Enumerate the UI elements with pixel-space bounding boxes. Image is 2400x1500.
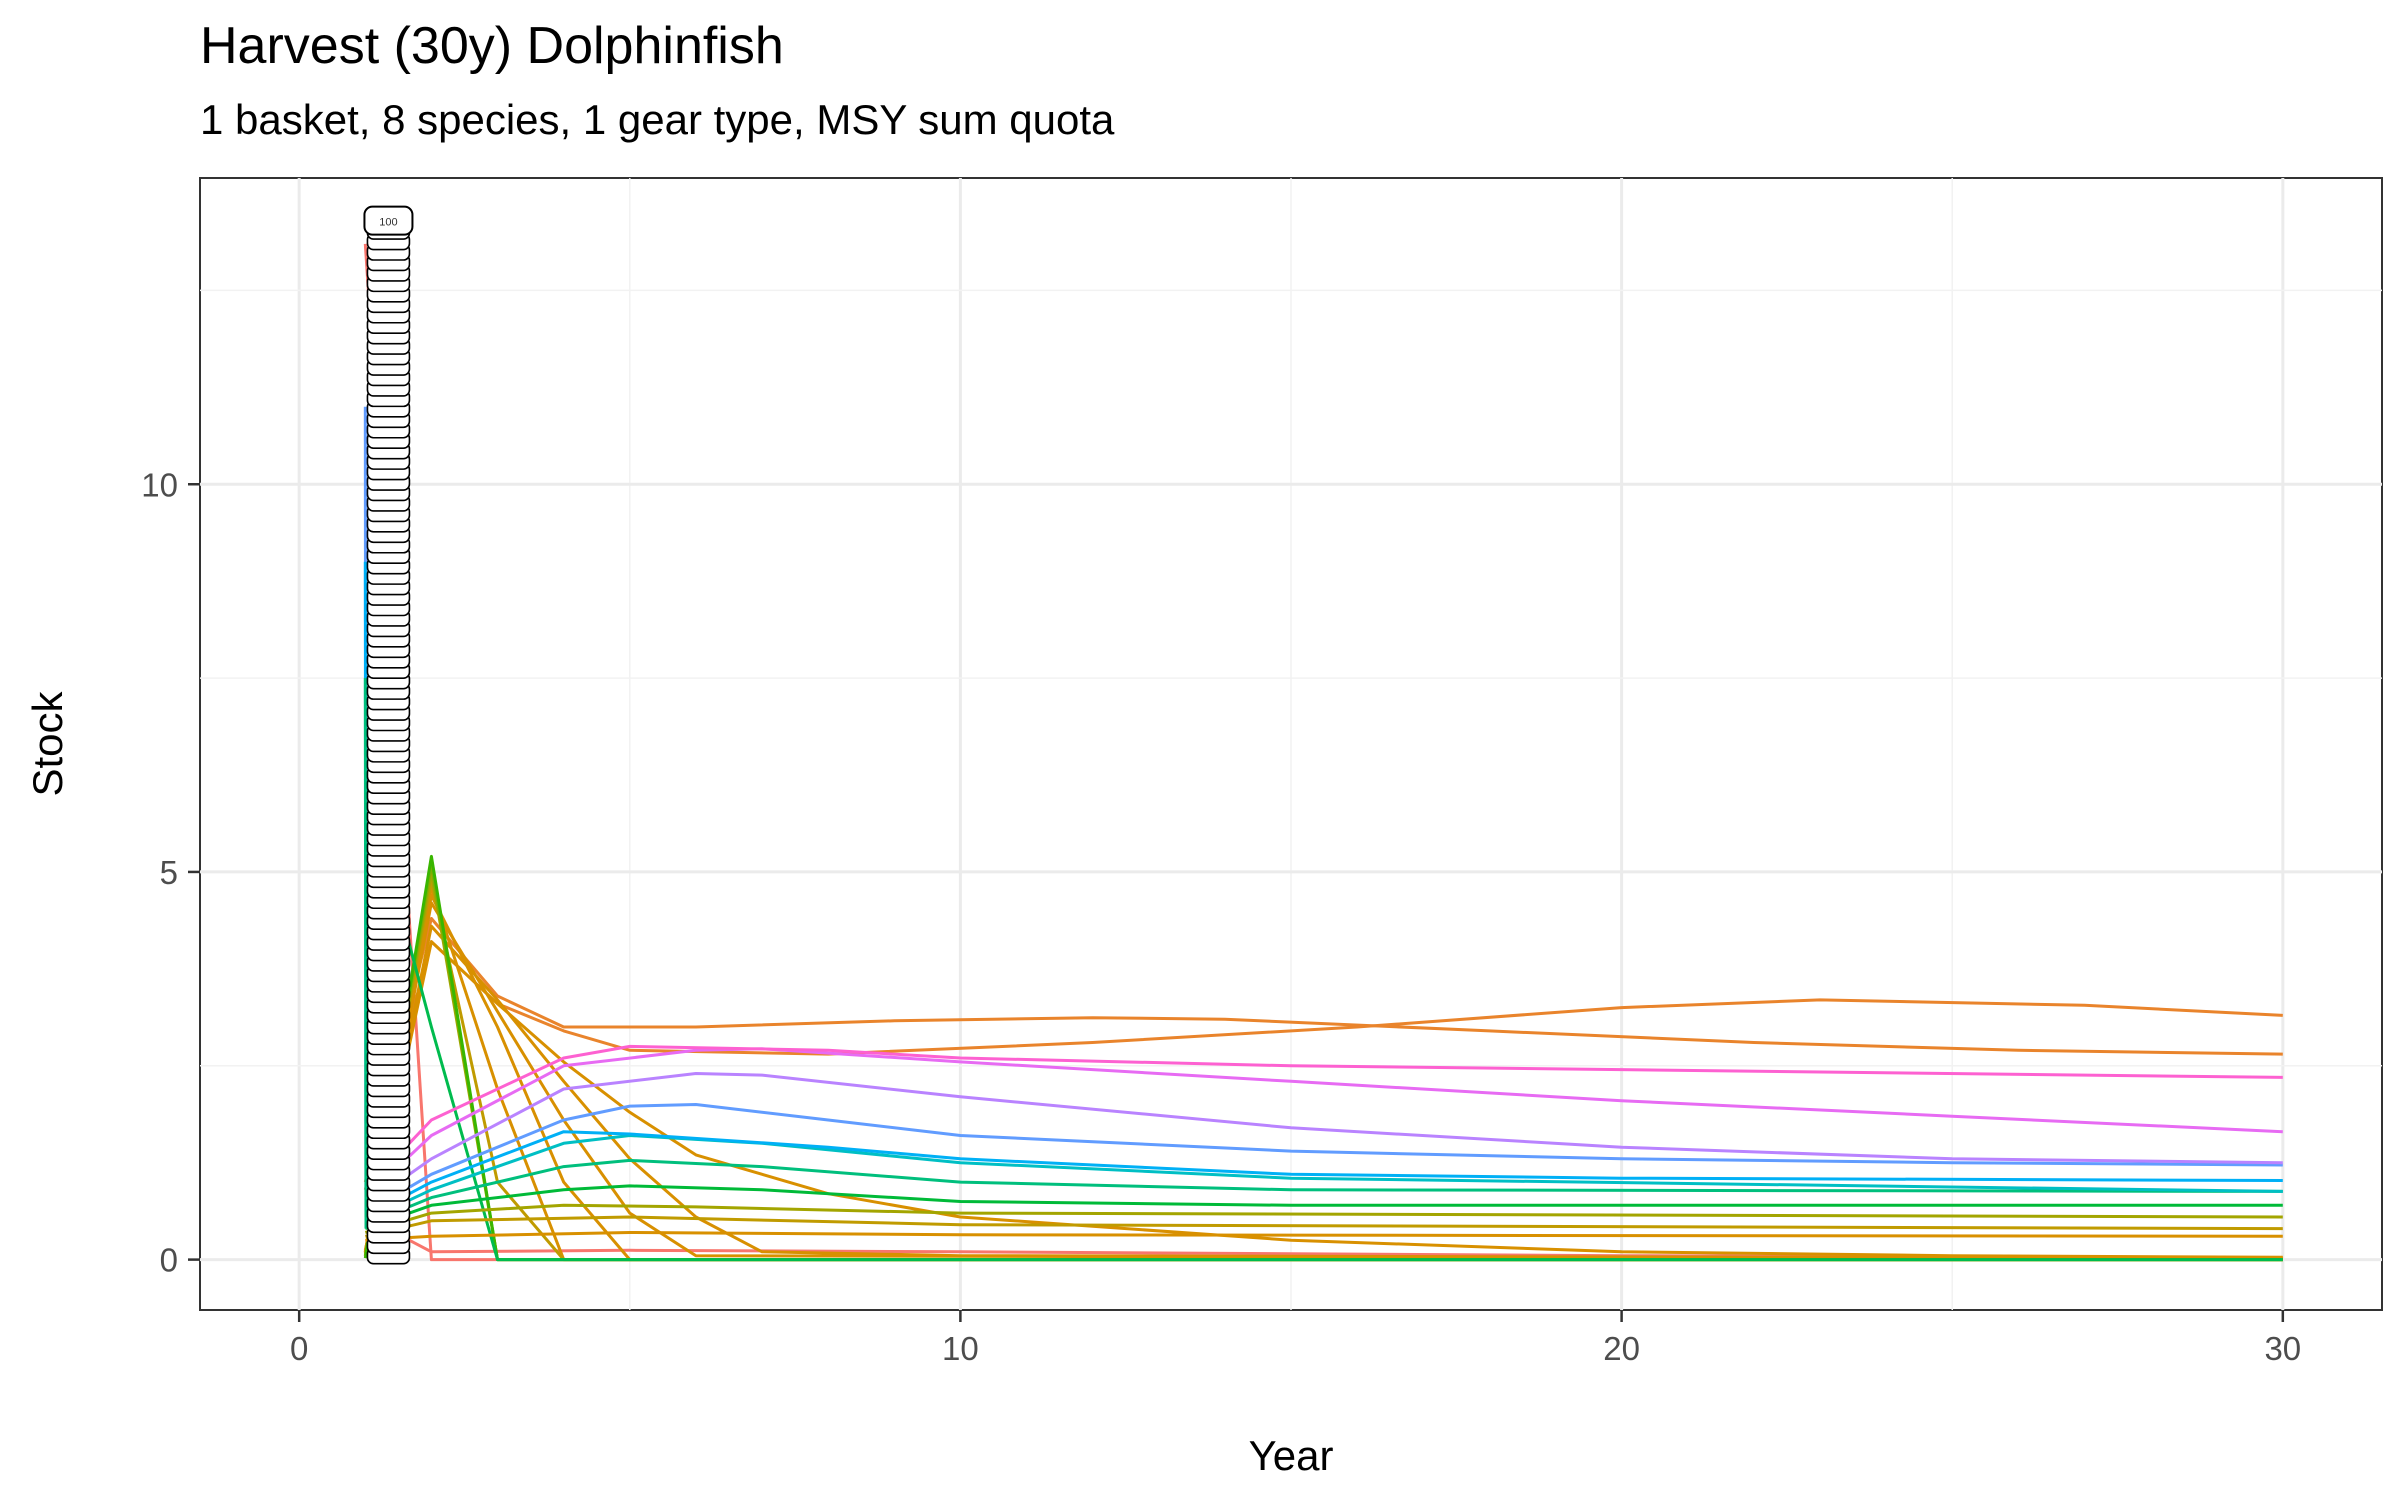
series-line-s21 (364, 1130, 2283, 1219)
x-tick-label: 20 (1603, 1330, 1640, 1367)
axes: 0 10 20 30 0 5 10 (141, 466, 2301, 1367)
label-column: 100 (363, 205, 414, 1265)
series-line-s19 (364, 1158, 2283, 1227)
series-line-s18 (364, 1184, 2283, 1231)
label-box-top-text: 100 (379, 217, 397, 229)
series-line-s24 (364, 1047, 2283, 1199)
series-line-s17 (364, 1203, 2283, 1234)
label-box-top (363, 205, 414, 236)
y-tick-label: 5 (160, 854, 178, 891)
series-line-s28 (363, 678, 368, 1229)
series-lines (363, 243, 2283, 1262)
y-tick-label: 10 (141, 466, 178, 503)
series-line-s23 (364, 1072, 2283, 1207)
chart-title: Harvest (30y) Dolphinfish (200, 17, 784, 75)
chart-subtitle: 1 basket, 8 species, 1 gear type, MSY su… (200, 96, 1115, 143)
y-axis-title: Stock (24, 690, 71, 796)
series-line-s25 (364, 1044, 2283, 1191)
x-tick-label: 0 (290, 1330, 308, 1367)
series-line-s4 (363, 917, 2283, 1183)
x-axis-title: Year (1249, 1432, 1334, 1479)
x-tick-label: 30 (2264, 1330, 2301, 1367)
series-line-s22 (364, 1103, 2283, 1215)
y-tick-label: 0 (160, 1242, 178, 1279)
x-tick-label: 10 (942, 1330, 979, 1367)
